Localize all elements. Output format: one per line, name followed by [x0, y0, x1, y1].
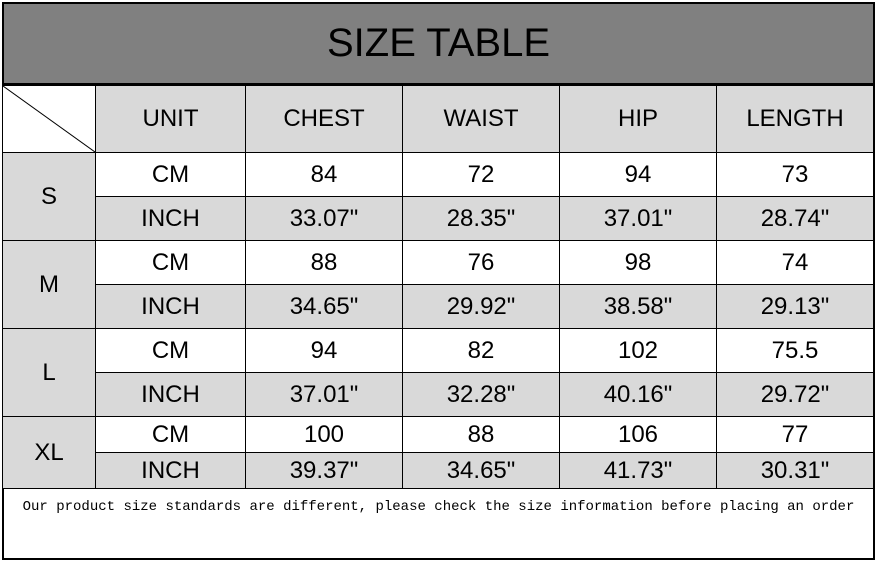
table-row: INCH 37.01" 32.28" 40.16" 29.72" — [3, 372, 874, 417]
value-cell: 41.73" — [559, 452, 717, 489]
unit-cell: INCH — [95, 452, 246, 489]
table-row: INCH 34.65" 29.92" 38.58" 29.13" — [3, 284, 874, 329]
value-cell: 72 — [402, 152, 560, 197]
header-unit: UNIT — [95, 85, 246, 153]
value-cell: 29.92" — [402, 284, 560, 329]
value-cell: 75.5 — [716, 328, 874, 373]
unit-cell: CM — [95, 416, 246, 453]
unit-cell: INCH — [95, 372, 246, 417]
header-length: LENGTH — [716, 85, 874, 153]
table-row: INCH 33.07" 28.35" 37.01" 28.74" — [3, 196, 874, 241]
table-row: L CM 94 82 102 75.5 — [2, 328, 874, 417]
header-chest: CHEST — [245, 85, 403, 153]
value-cell: 76 — [402, 240, 560, 285]
value-cell: 29.72" — [716, 372, 874, 417]
value-cell: 29.13" — [716, 284, 874, 329]
diagonal-corner-cell — [2, 85, 96, 153]
value-cell: 34.65" — [245, 284, 403, 329]
table-row: M CM 88 76 98 74 — [2, 240, 874, 329]
header-hip: HIP — [559, 85, 717, 153]
value-cell: 39.37" — [245, 452, 403, 489]
value-cell: 102 — [559, 328, 717, 373]
unit-cell: INCH — [95, 196, 246, 241]
value-cell: 74 — [716, 240, 874, 285]
value-cell: 38.58" — [559, 284, 717, 329]
value-cell: 84 — [245, 152, 403, 197]
value-cell: 28.35" — [402, 196, 560, 241]
value-cell: 28.74" — [716, 196, 874, 241]
value-cell: 88 — [402, 416, 560, 453]
value-cell: 94 — [245, 328, 403, 373]
table-title: SIZE TABLE — [4, 4, 873, 85]
size-grid: UNIT CHEST WAIST HIP LENGTH S CM 84 72 94 73 I… — [2, 85, 874, 489]
value-cell: 33.07" — [245, 196, 403, 241]
size-label: S — [2, 152, 96, 241]
value-cell: 40.16" — [559, 372, 717, 417]
value-cell: 94 — [559, 152, 717, 197]
value-cell: 106 — [559, 416, 717, 453]
unit-cell: INCH — [95, 284, 246, 329]
size-label: M — [2, 240, 96, 329]
value-cell: 34.65" — [402, 452, 560, 489]
unit-cell: CM — [95, 328, 246, 373]
value-cell: 30.31" — [716, 452, 874, 489]
value-cell: 98 — [559, 240, 717, 285]
value-cell: 100 — [245, 416, 403, 453]
table-row: XL CM 100 88 106 77 — [2, 416, 874, 489]
value-cell: 77 — [716, 416, 874, 453]
footer-note: Our product size standards are different… — [22, 499, 855, 515]
size-label: L — [2, 328, 96, 417]
value-cell: 37.01" — [245, 372, 403, 417]
header-row: UNIT CHEST WAIST HIP LENGTH — [2, 85, 874, 153]
value-cell: 32.28" — [402, 372, 560, 417]
value-cell: 37.01" — [559, 196, 717, 241]
header-waist: WAIST — [402, 85, 560, 153]
table-row: INCH 39.37" 34.65" 41.73" 30.31" — [3, 452, 874, 489]
value-cell: 73 — [716, 152, 874, 197]
unit-cell: CM — [95, 240, 246, 285]
table-row: S CM 84 72 94 73 — [2, 152, 874, 241]
value-cell: 88 — [245, 240, 403, 285]
size-label: XL — [2, 416, 96, 489]
unit-cell: CM — [95, 152, 246, 197]
value-cell: 82 — [402, 328, 560, 373]
